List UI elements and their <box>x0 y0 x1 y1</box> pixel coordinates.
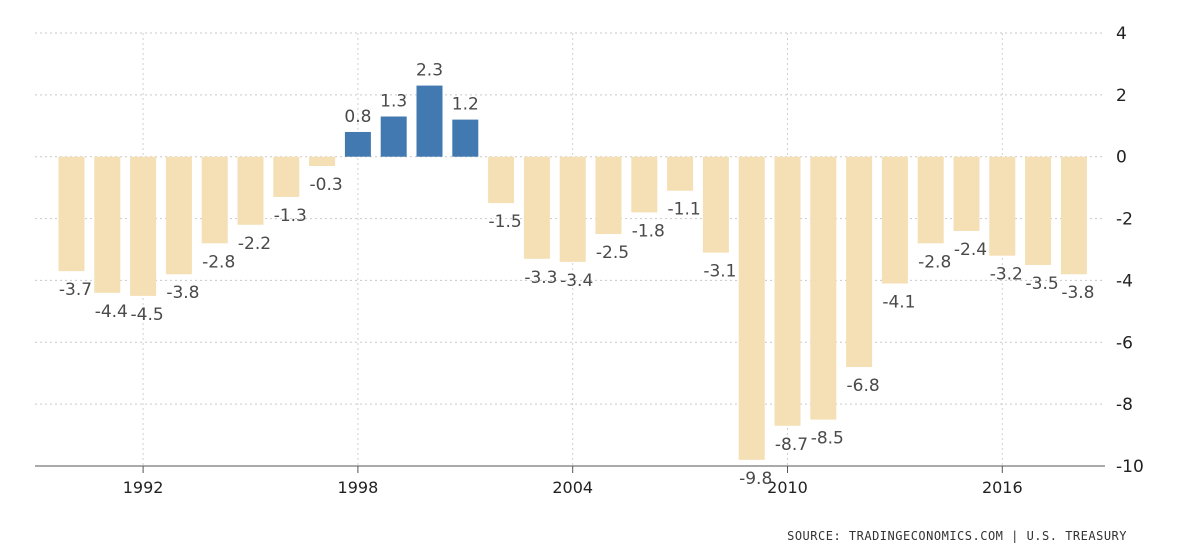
bar-2009 <box>738 156 765 460</box>
data-label-2016: -3.2 <box>990 265 1023 285</box>
bar-2008 <box>702 156 729 253</box>
data-label-2003: -3.3 <box>524 268 557 288</box>
data-label-1991: -4.4 <box>95 302 128 322</box>
data-label-1996: -1.3 <box>274 206 307 226</box>
data-label-2004: -3.4 <box>560 271 593 291</box>
x-tick-label: 2010 <box>767 478 808 497</box>
y-tick-label: 2 <box>1116 86 1127 106</box>
x-tick-label: 2016 <box>982 478 1023 497</box>
data-label-1992: -4.5 <box>131 305 164 325</box>
data-label-2007: -1.1 <box>668 200 701 220</box>
y-tick-label: -4 <box>1116 271 1133 291</box>
data-label-1998: 0.8 <box>344 107 371 127</box>
bar-1999 <box>380 116 407 157</box>
bar-2005 <box>595 156 622 235</box>
bar-2002 <box>488 156 515 204</box>
x-tick-label: 2004 <box>552 478 593 497</box>
data-label-1995: -2.2 <box>238 234 271 254</box>
data-label-2001: 1.2 <box>452 95 479 115</box>
bars-layer <box>58 85 1087 460</box>
bar-2004 <box>559 156 586 262</box>
data-labels-layer: -3.7-4.4 -4.5-3.8-2.8-2.2-1.3-0.30.81.32.… <box>59 61 1095 489</box>
y-tick-label: -10 <box>1116 457 1144 477</box>
bar-1990 <box>58 156 85 272</box>
y-tick-label: -8 <box>1116 395 1133 415</box>
bar-2006 <box>631 156 658 213</box>
data-label-2013: -4.1 <box>882 293 915 313</box>
y-tick-label: -6 <box>1116 333 1133 353</box>
bar-2013 <box>881 156 908 284</box>
data-label-1997: -0.3 <box>310 175 343 195</box>
data-label-2010: -8.7 <box>775 435 808 455</box>
x-tick-label: 1992 <box>123 478 164 497</box>
data-label-1994: -2.8 <box>202 252 235 272</box>
data-label-2002: -1.5 <box>489 212 522 232</box>
data-label-2012: -6.8 <box>847 376 880 396</box>
axis-layer: 4 2 0 -2 -4 -6 -8 -10 1992 1998 2004 2010 2016 <box>35 24 1144 497</box>
data-label-2008: -3.1 <box>703 262 736 282</box>
data-label-2014: -2.8 <box>918 252 951 272</box>
bar-2011 <box>810 156 837 420</box>
data-label-2005: -2.5 <box>596 243 629 263</box>
bar-2000 <box>416 85 443 157</box>
bar-2007 <box>667 156 694 191</box>
bar-2016 <box>989 156 1016 256</box>
data-label-1990: -3.7 <box>59 280 92 300</box>
bar-2017 <box>1025 156 1052 265</box>
bar-2001 <box>452 119 479 157</box>
data-label-2017: -3.5 <box>1026 274 1059 294</box>
x-tick-label: 1998 <box>338 478 379 497</box>
data-label-2006: -1.8 <box>632 221 665 241</box>
y-tick-label: 0 <box>1116 148 1127 168</box>
bar-1994 <box>201 156 228 244</box>
bar-1993 <box>165 156 192 275</box>
bar-2018 <box>1060 156 1087 275</box>
bar-1998 <box>344 131 371 157</box>
source-note: SOURCE: TRADINGECONOMICS.COM | U.S. TREA… <box>787 529 1127 543</box>
bar-2010 <box>774 156 801 426</box>
bar-1992 <box>130 156 157 296</box>
y-tick-label: 4 <box>1116 24 1127 44</box>
data-label-2018: -3.8 <box>1061 283 1094 303</box>
bar-2003 <box>523 156 550 259</box>
bar-1996 <box>273 156 300 197</box>
bar-2014 <box>917 156 944 244</box>
bar-1991 <box>94 156 121 293</box>
bar-2015 <box>953 156 980 231</box>
data-label-2009: -9.8 <box>739 469 772 489</box>
data-label-1993: -3.8 <box>166 283 199 303</box>
bar-1997 <box>309 156 336 166</box>
y-tick-label: -2 <box>1116 210 1133 230</box>
data-label-2011: -8.5 <box>811 429 844 449</box>
data-label-2000: 2.3 <box>416 61 443 81</box>
bar-2012 <box>846 156 873 368</box>
bar-1995 <box>237 156 264 225</box>
data-label-2015: -2.4 <box>954 240 987 260</box>
data-label-1999: 1.3 <box>380 92 407 112</box>
